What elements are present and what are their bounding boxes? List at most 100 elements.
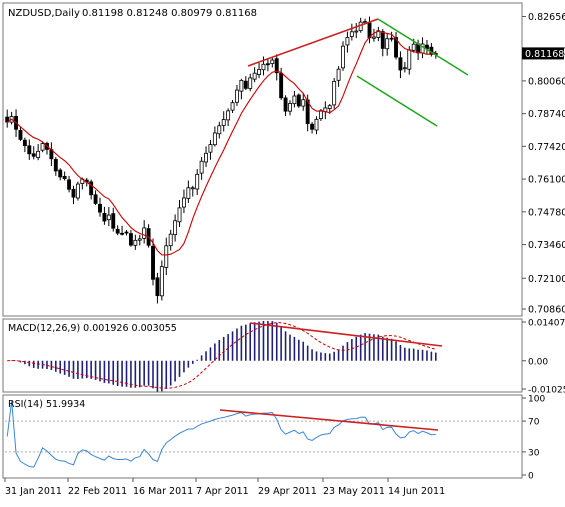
time-tick-label: 31 Jan 2011 [5,486,62,497]
candle-body [257,69,262,75]
candle-body [18,129,23,140]
candle-body [248,77,253,89]
candle-body [394,37,398,58]
candle-body [71,188,76,198]
candle-body [371,36,376,39]
price-trendline[interactable] [247,18,379,67]
price-panel[interactable] [2,2,523,317]
candle-body [36,150,41,158]
candle-body [168,233,173,247]
candle-body [120,232,125,235]
macd-signal-line [7,322,436,389]
candle-body [398,57,403,71]
candle-body [301,99,306,107]
price-tick-label: 0.73460 [528,240,565,251]
candle-body [190,187,195,190]
channel-lower-line[interactable] [356,75,438,127]
candle-body [327,105,332,110]
candle-body [279,72,284,99]
candle-body [208,144,213,153]
moving-average-line [6,30,437,256]
candle-body [115,228,120,234]
time-tick-label: 7 Apr 2011 [196,486,249,497]
candle-body [310,123,315,130]
symbol-label: NZDUSD,Daily [8,8,80,19]
candle-body [283,97,288,112]
candle-body [67,179,72,190]
candle-body [385,38,390,50]
candle-body [314,118,319,131]
candle-body [40,143,45,151]
candle-body [155,277,160,297]
rsi-title: RSI(14) 51.9934 [8,399,85,410]
price-tick-label: 0.76100 [528,175,565,186]
candle-body [173,220,178,236]
price-tick-label: 0.82656 [528,12,565,23]
candle-body [380,31,385,49]
candle-body [31,153,36,157]
candle-body [137,238,142,241]
rsi-y-axis: 100 70 30 0 [522,395,545,482]
price-tick-label: 0.74780 [528,207,565,218]
rsi-line [6,401,436,468]
candle-body [318,110,323,120]
candle-body [53,159,58,172]
candle-body [363,21,368,24]
candle-body [58,169,63,178]
candle-body [296,94,301,107]
rsi-tick-label: 100 [528,395,545,405]
time-tick-label: 16 Mar 2011 [133,486,193,497]
candle-body [164,245,169,268]
candle-body [142,227,147,239]
candle-body [204,152,208,163]
candle-body [159,266,164,297]
candle-body [226,110,231,121]
price-tick-label: 0.77420 [528,142,565,153]
ohlc-label: 0.81198 0.81248 0.80979 0.81168 [82,8,257,19]
price-plot-area [5,16,469,304]
candle-body [75,183,80,199]
candle-body [345,37,350,46]
candle-body [239,79,244,92]
channel-upper-line[interactable] [377,18,469,76]
candle-body [407,49,412,70]
candle-body [230,102,235,111]
current-price-marker: 0.81168 [522,47,564,60]
time-tick-label: 29 Apr 2011 [258,486,317,497]
candle-body [243,80,248,89]
candle-body [402,67,407,70]
candle-body [124,231,129,234]
rsi-divergence-line[interactable] [219,409,439,431]
rsi-tick-label: 70 [528,418,540,428]
macd-y-axis: 0.014072 0.00 -0.010253 [522,319,565,396]
candle-body [235,89,239,103]
candle-body [288,103,292,112]
macd-divergence-line[interactable] [249,322,443,347]
candle-body [62,175,67,179]
macd-plot-area [7,320,443,392]
candle-body [199,160,204,174]
candle-body [354,30,359,33]
candle-body [27,145,32,155]
candle-body [411,43,416,51]
rsi-panel[interactable] [2,394,523,479]
candle-body [217,125,222,135]
candle-body [261,63,266,71]
current-price-label: 0.81168 [525,49,564,60]
candle-body [111,213,116,229]
candle-body [151,245,155,280]
time-axis: 31 Jan 2011 22 Feb 2011 16 Mar 2011 7 Apr 2… [4,478,445,497]
rsi-tick-label: 30 [528,448,540,458]
candle-body [133,239,138,246]
macd-tick-label: -0.010253 [528,386,565,396]
candle-body [221,119,226,126]
price-tick-label: 0.70860 [528,305,565,316]
rsi-plot-area [5,401,520,468]
time-tick-label: 23 May 2011 [323,486,385,497]
macd-tick-label: 0.00 [528,357,548,367]
candle-body [265,63,270,66]
candle-body [195,173,200,190]
price-tick-label: 0.72100 [528,274,565,285]
